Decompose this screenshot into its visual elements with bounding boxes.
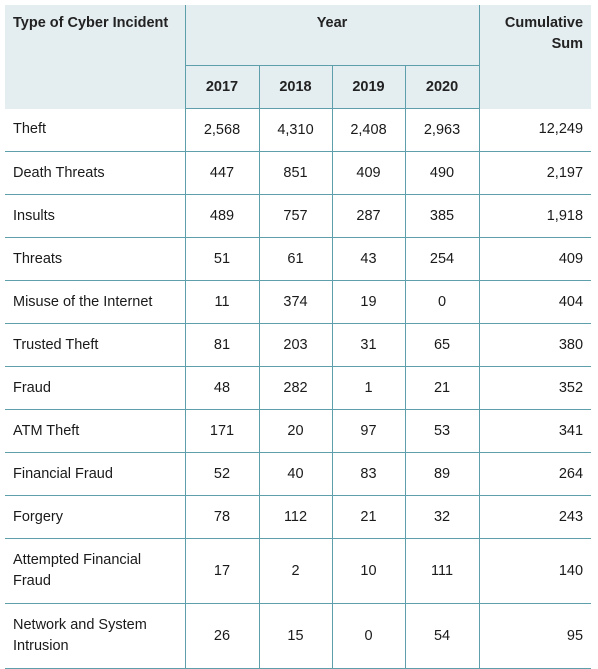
year-cell: 2020 — [404, 65, 480, 109]
incident-type: Network and System Intrusion — [5, 603, 186, 669]
year-value: 409 — [332, 151, 406, 195]
year-value: 65 — [405, 323, 480, 367]
year-value: 385 — [405, 194, 480, 238]
incident-type: Trusted Theft — [5, 323, 186, 367]
year-value: 490 — [405, 151, 480, 195]
year-value: 97 — [332, 409, 406, 453]
type-header: Type of Cyber Incident — [5, 5, 186, 109]
cumulative-value: 409 — [479, 237, 592, 281]
incident-type: Misuse of the Internet — [5, 280, 186, 324]
year-value: 1 — [332, 366, 406, 410]
incident-type: Theft — [5, 108, 186, 152]
year-header: Year — [185, 5, 480, 66]
year-value: 21 — [405, 366, 480, 410]
year-value: 51 — [185, 237, 260, 281]
year-value: 43 — [332, 237, 406, 281]
year-value: 61 — [259, 237, 333, 281]
year-value: 171 — [185, 409, 260, 453]
incident-table: Type of Cyber Incident Year Cumulative S… — [5, 5, 592, 669]
table-row: Insults 489 757 287 385 1,918 — [5, 194, 592, 238]
incident-type: Death Threats — [5, 151, 186, 195]
year-value: 15 — [259, 603, 333, 669]
year-value: 40 — [259, 452, 333, 496]
year-value: 20 — [259, 409, 333, 453]
header-row: Type of Cyber Incident Year Cumulative S… — [5, 5, 592, 109]
year-value: 26 — [185, 603, 260, 669]
cumulative-value: 12,249 — [479, 108, 592, 152]
year-value: 203 — [259, 323, 333, 367]
year-value: 282 — [259, 366, 333, 410]
year-cell: 2017 — [184, 65, 259, 109]
cumulative-value: 95 — [479, 603, 592, 669]
year-value: 851 — [259, 151, 333, 195]
table-row: Death Threats 447 851 409 490 2,197 — [5, 151, 592, 195]
years-row: 2017 2018 2019 2020 — [5, 65, 591, 109]
year-value: 78 — [185, 495, 260, 539]
year-value: 757 — [259, 194, 333, 238]
year-value: 0 — [405, 280, 480, 324]
cumulative-value: 341 — [479, 409, 592, 453]
table-row: Forgery 78 112 21 32 243 — [5, 495, 592, 539]
year-value: 2,408 — [332, 108, 406, 152]
table-body: Theft 2,568 4,310 2,408 2,963 12,249 Death Thr… — [5, 108, 592, 669]
year-value: 11 — [185, 280, 260, 324]
year-value: 287 — [332, 194, 406, 238]
year-value: 52 — [185, 452, 260, 496]
cumulative-value: 380 — [479, 323, 592, 367]
table-row: Threats 51 61 43 254 409 — [5, 237, 592, 281]
cumulative-value: 264 — [479, 452, 592, 496]
year-value: 21 — [332, 495, 406, 539]
year-value: 447 — [185, 151, 260, 195]
year-value: 2 — [259, 538, 333, 604]
table-row: Theft 2,568 4,310 2,408 2,963 12,249 — [5, 108, 592, 152]
year-value: 0 — [332, 603, 406, 669]
table-row: Fraud 48 282 1 21 352 — [5, 366, 592, 410]
cumulative-value: 243 — [479, 495, 592, 539]
incident-type: Financial Fraud — [5, 452, 186, 496]
incident-type: ATM Theft — [5, 409, 186, 453]
table-row: ATM Theft 171 20 97 53 341 — [5, 409, 592, 453]
table-header: Type of Cyber Incident Year Cumulative S… — [5, 5, 592, 109]
incident-type: Forgery — [5, 495, 186, 539]
year-value: 374 — [259, 280, 333, 324]
year-value: 89 — [405, 452, 480, 496]
cumulative-header: Cumulative Sum — [478, 5, 592, 109]
year-value: 10 — [332, 538, 406, 604]
year-value: 254 — [405, 237, 480, 281]
table-row: Financial Fraud 52 40 83 89 264 — [5, 452, 592, 496]
year-value: 19 — [332, 280, 406, 324]
year-cell: 2018 — [258, 65, 332, 109]
year-value: 54 — [405, 603, 480, 669]
year-value: 4,310 — [259, 108, 333, 152]
table-row: Trusted Theft 81 203 31 65 380 — [5, 323, 592, 367]
year-value: 2,963 — [405, 108, 480, 152]
year-value: 81 — [185, 323, 260, 367]
year-value: 2,568 — [185, 108, 260, 152]
year-value: 31 — [332, 323, 406, 367]
incident-type: Attempted Financial Fraud — [5, 538, 186, 604]
year-value: 17 — [185, 538, 260, 604]
incident-type: Fraud — [5, 366, 186, 410]
cumulative-value: 404 — [479, 280, 592, 324]
year-value: 489 — [185, 194, 260, 238]
year-value: 53 — [405, 409, 480, 453]
year-value: 32 — [405, 495, 480, 539]
cumulative-value: 2,197 — [479, 151, 592, 195]
table-row: Attempted Financial Fraud 17 2 10 111 140 — [5, 538, 592, 604]
cumulative-value: 352 — [479, 366, 592, 410]
year-value: 111 — [405, 538, 480, 604]
cumulative-value: 1,918 — [479, 194, 592, 238]
year-value: 83 — [332, 452, 406, 496]
incident-type: Threats — [5, 237, 186, 281]
year-value: 48 — [185, 366, 260, 410]
incident-type: Insults — [5, 194, 186, 238]
table-row: Misuse of the Internet 11 374 19 0 404 — [5, 280, 592, 324]
table-row: Network and System Intrusion 26 15 0 54 95 — [5, 603, 592, 669]
cumulative-value: 140 — [479, 538, 592, 604]
year-cell: 2019 — [331, 65, 405, 109]
year-value: 112 — [259, 495, 333, 539]
